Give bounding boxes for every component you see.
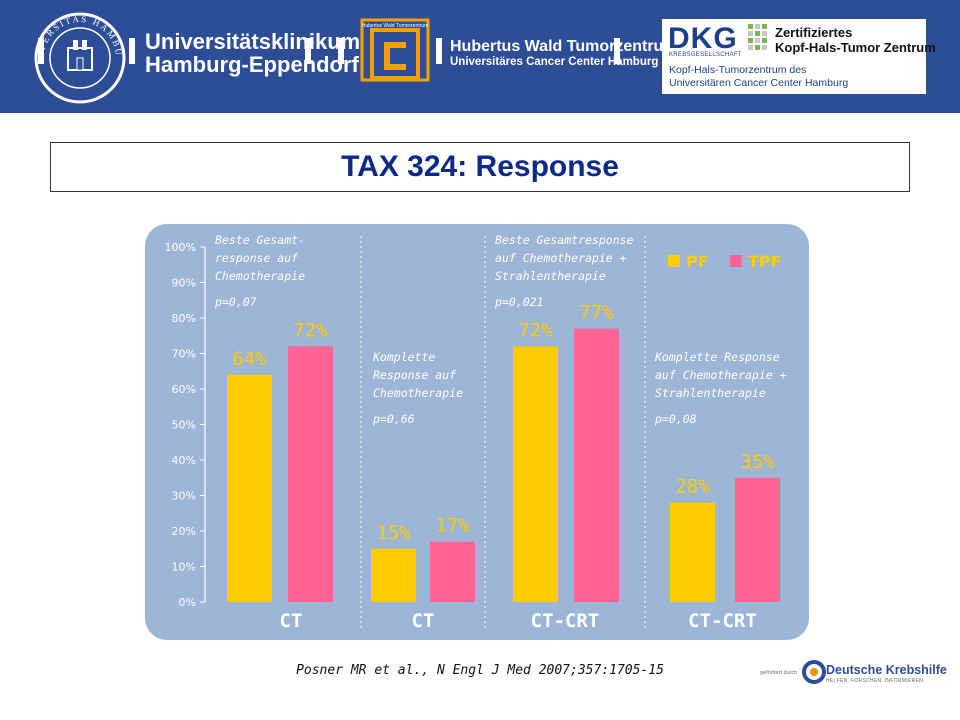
group-annotation-line: Komplette <box>372 350 435 364</box>
funder-tagline: HELFEN. FORSCHEN. INFORMIEREN. <box>826 678 925 684</box>
dkg-sub-line1: Kopf-Hals-Tumorzentrum des <box>669 64 807 76</box>
header-separator <box>614 38 620 64</box>
category-label: CT-CRT <box>531 610 600 632</box>
category-label: CT-CRT <box>688 610 757 632</box>
group-annotation-line: Response auf <box>373 368 456 382</box>
y-tick-label: 20% <box>172 525 196 538</box>
dkg-title: Zertifiziertes Kopf-Hals-Tumor Zentrum <box>775 25 936 55</box>
hw-line1: Hubertus Wald Tumorzentrum <box>450 38 678 55</box>
category-label: CT <box>280 610 303 632</box>
bar-value-label: 15% <box>376 522 411 544</box>
hw-logo-text: Hubertus Wald Tumorzentrum <box>362 23 429 29</box>
y-tick-label: 80% <box>172 312 196 325</box>
dkg-subtitle: Kopf-Hals-Tumorzentrum des Universitären… <box>669 64 848 90</box>
group-annotation-line: Chemotherapie <box>373 386 463 400</box>
group-annotation-line: Strahlentherapie <box>655 386 766 400</box>
slide-title: TAX 324: Response <box>341 150 619 183</box>
funder-name: Deutsche Krebshilfe <box>826 663 947 677</box>
legend-swatch-pf <box>668 255 680 267</box>
dkg-sub-line2: Universitären Cancer Center Hamburg <box>669 77 849 89</box>
dkg-grid-icon <box>748 24 767 50</box>
group-p-value: p=0,08 <box>654 412 697 426</box>
y-tick-label: 30% <box>172 490 196 503</box>
bar-value-label: 17% <box>435 515 470 537</box>
group-annotation-line: auf Chemotherapie + <box>495 251 627 265</box>
dkg-certificate-box: DKG KREBSGESELLSCHAFT Zertifiziertes Kop… <box>662 19 936 94</box>
y-tick-label: 70% <box>172 348 196 361</box>
group-p-value: p=0,07 <box>214 295 257 309</box>
dkg-small-text: KREBSGESELLSCHAFT <box>669 52 742 58</box>
header-separator <box>436 38 442 64</box>
bar-value-label: 35% <box>740 451 775 473</box>
bar-value-label: 64% <box>232 348 267 370</box>
bar-pf <box>371 548 416 602</box>
bar-tpf <box>430 541 475 602</box>
header-banner: UNIVERSITAS HAMBURG Universitätsklinikum… <box>0 0 960 113</box>
bar-tpf <box>288 346 333 602</box>
svg-text:UNIVERSITAS HAMBURG: UNIVERSITAS HAMBURG <box>34 12 124 58</box>
bar-tpf <box>574 328 619 602</box>
category-label: CT <box>412 610 435 632</box>
deutsche-krebshilfe-icon <box>802 660 826 684</box>
group-annotation-line: response auf <box>215 251 298 265</box>
hubertus-wald-logo-icon: Hubertus Wald Tumorzentrum <box>360 18 430 82</box>
group-p-value: p=0,021 <box>494 295 543 309</box>
y-tick-label: 100% <box>165 241 196 254</box>
bar-tpf <box>735 477 780 602</box>
bar-pf <box>670 502 715 602</box>
y-tick-label: 40% <box>172 454 196 467</box>
response-bar-chart: 0% 10% 20% 30% 40% 50% 60% 70% 80% 90% 100% Beste G… <box>145 224 809 640</box>
bar-pf <box>513 346 558 602</box>
funding-note: gefördert durch <box>760 670 798 676</box>
uke-line2: Hamburg-Eppendorf <box>145 52 359 77</box>
legend-label: TPF <box>748 252 782 271</box>
group-annotation-line: Chemotherapie <box>215 269 305 283</box>
header-separator <box>129 38 135 64</box>
university-seal-icon: UNIVERSITAS HAMBURG <box>34 12 126 104</box>
group-annotation-line: Beste Gesamt- <box>215 233 305 247</box>
bar-pf <box>227 374 272 602</box>
citation: Posner MR et al., N Engl J Med 2007;357:… <box>296 663 664 678</box>
group-annotation-line: Komplette Response <box>654 350 780 364</box>
y-tick-label: 60% <box>172 383 196 396</box>
header-separator <box>305 38 311 64</box>
bar-value-label: 28% <box>675 476 710 498</box>
dkg-abbrev: DKG <box>668 22 738 55</box>
group-p-value: p=0,66 <box>372 412 415 426</box>
seal-text: UNIVERSITAS HAMBURG <box>34 12 122 58</box>
hw-logo-text-block: Hubertus Wald Tumorzentrum Universitäres… <box>450 38 678 69</box>
y-tick-label: 90% <box>172 277 196 290</box>
dkg-title-line1: Zertifiziertes <box>775 25 853 40</box>
group-annotation-line: Strahlentherapie <box>495 269 606 283</box>
group-annotation-line: auf Chemotherapie + <box>655 368 787 382</box>
hw-line2: Universitäres Cancer Center Hamburg <box>450 56 659 68</box>
header-separator <box>338 38 344 64</box>
uke-logo-text: Universitätsklinikum Hamburg-Eppendorf <box>145 30 360 76</box>
header-separator <box>38 38 44 64</box>
y-tick-label: 10% <box>172 561 196 574</box>
slide-title-box: TAX 324: Response <box>50 142 910 192</box>
legend-label: PF <box>686 252 709 271</box>
bar-value-label: 72% <box>293 319 328 341</box>
legend-swatch-tpf <box>730 255 742 267</box>
uke-line1: Universitätsklinikum <box>145 29 361 54</box>
dkg-title-line2: Kopf-Hals-Tumor Zentrum <box>775 40 936 55</box>
bar-value-label: 72% <box>518 319 553 341</box>
bar-value-label: 77% <box>579 302 614 324</box>
y-tick-label: 50% <box>172 419 196 432</box>
y-tick-label: 0% <box>179 596 196 609</box>
group-annotation-line: Beste Gesamtresponse <box>495 233 634 247</box>
